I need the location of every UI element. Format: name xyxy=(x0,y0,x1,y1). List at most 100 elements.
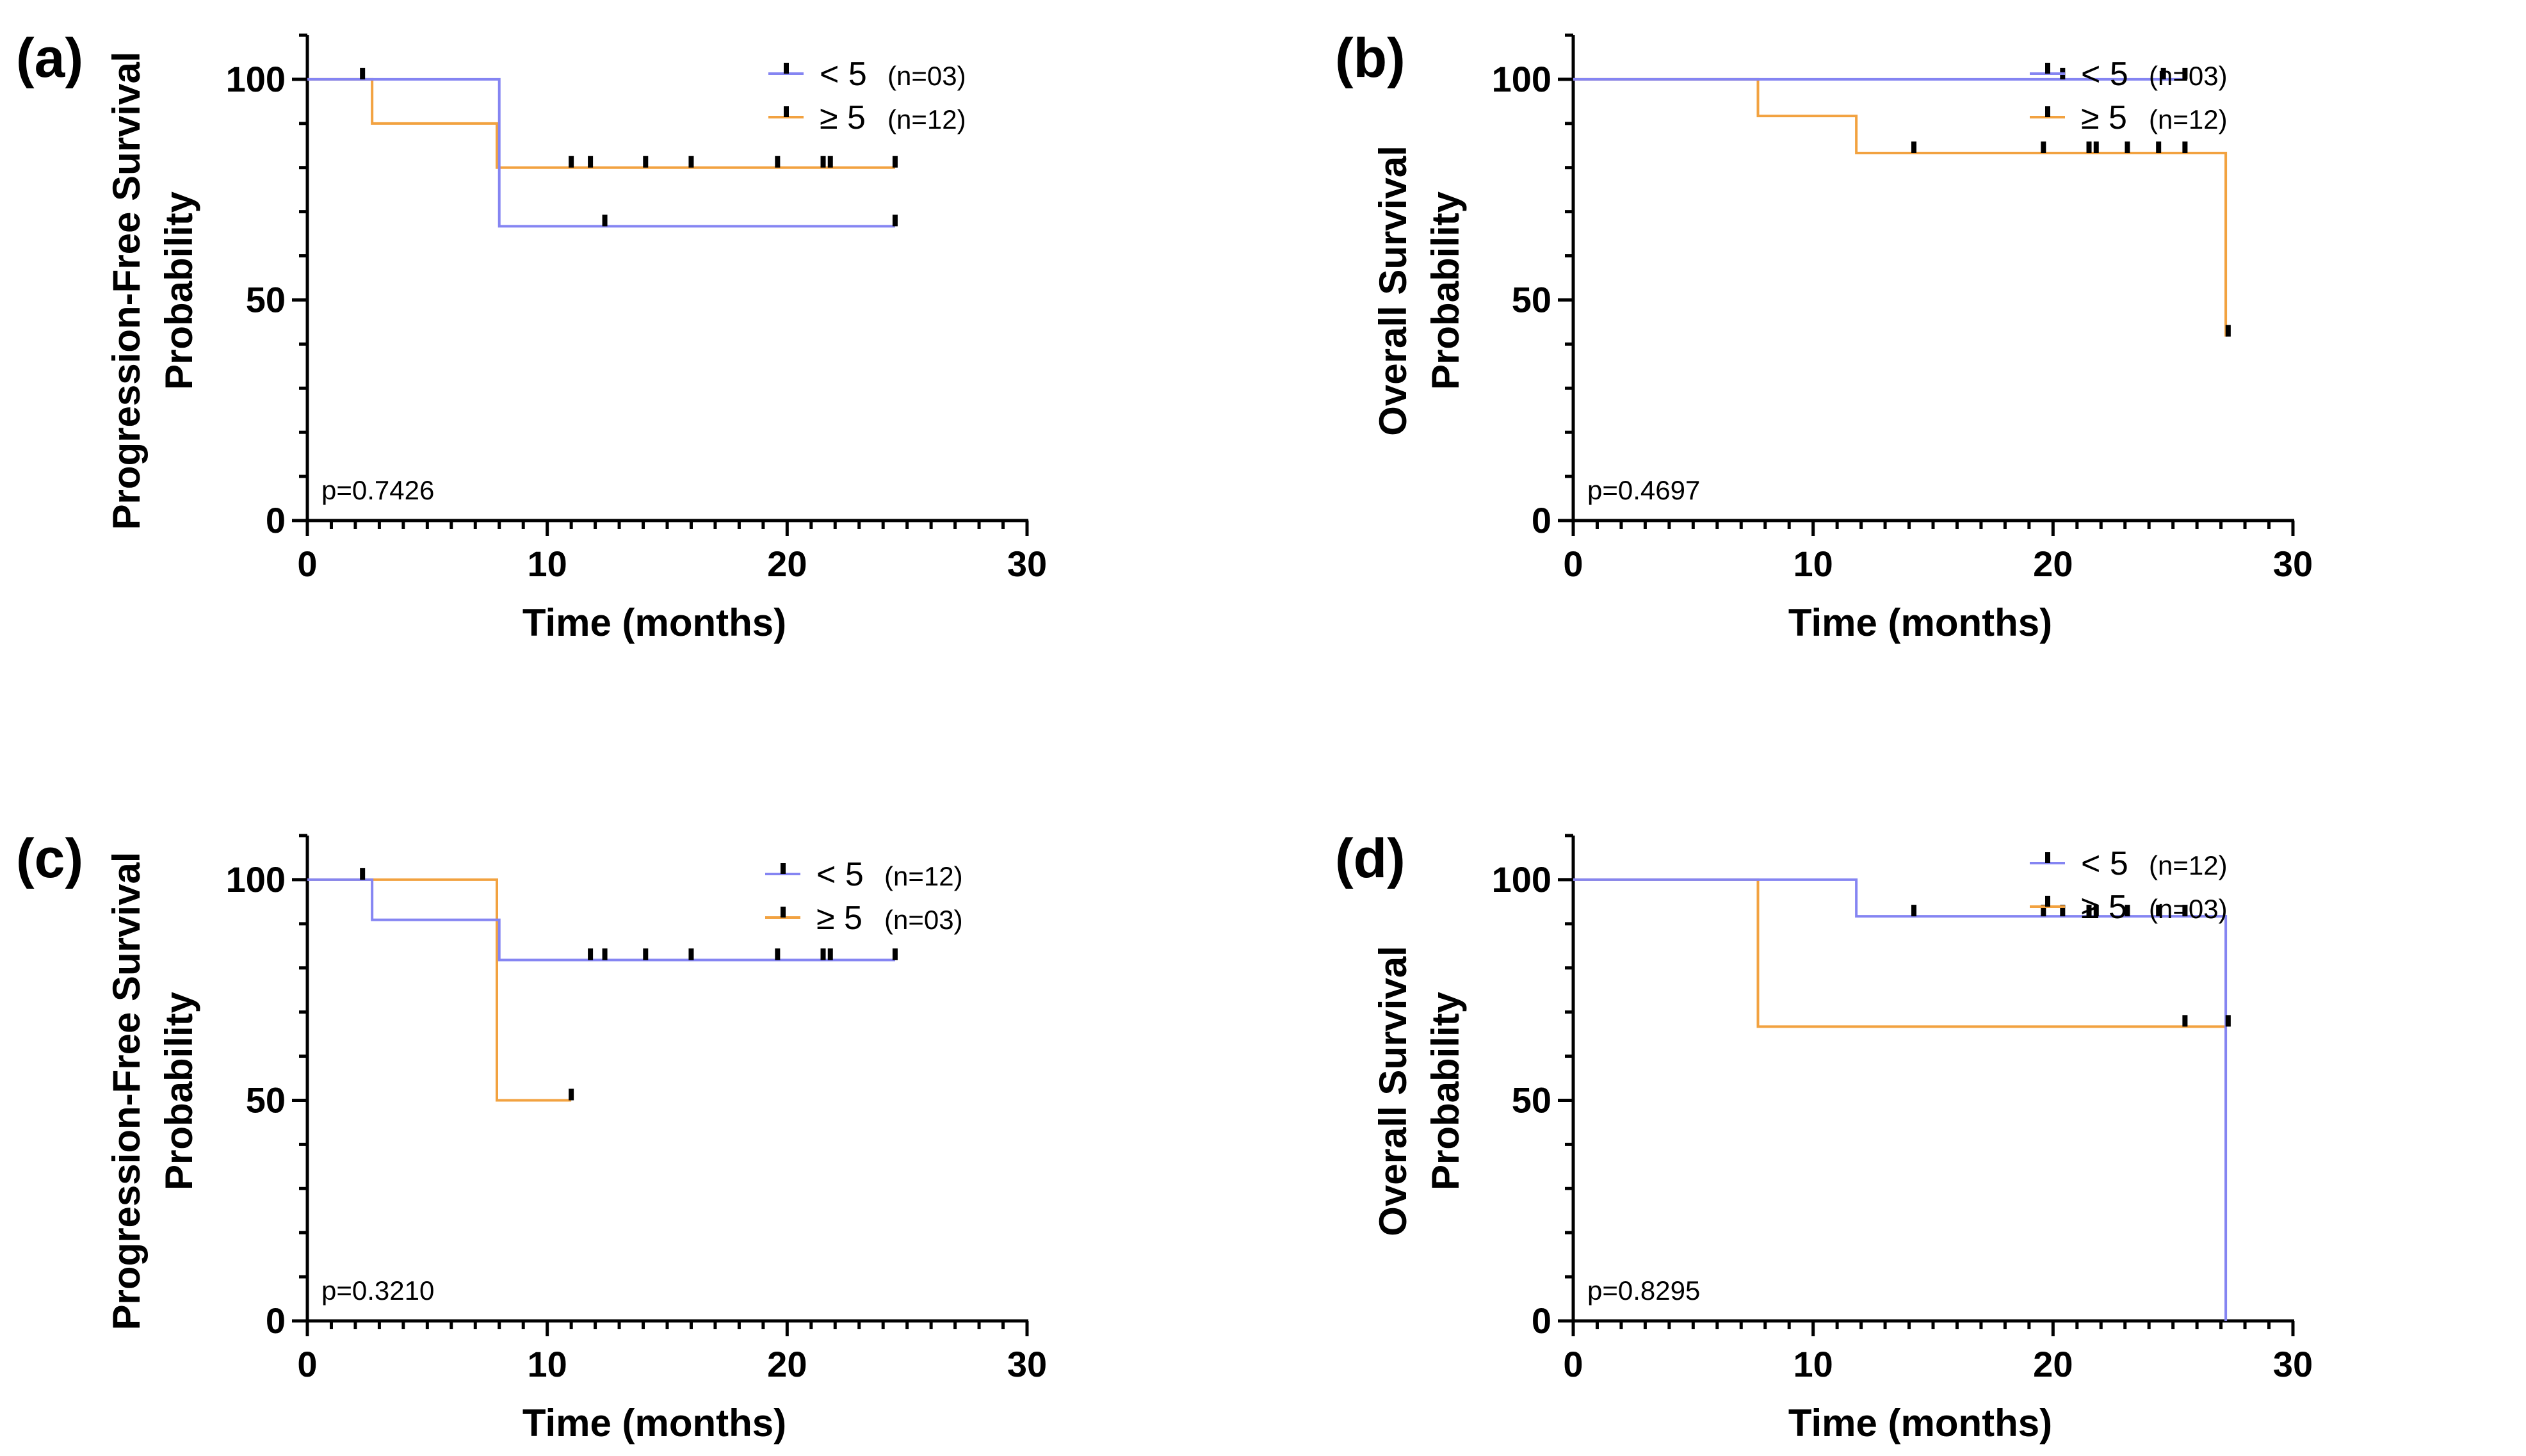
legend-censor-mark xyxy=(781,863,786,874)
y-tick-label: 100 xyxy=(1492,859,1551,900)
y-axis-title-line: Probability xyxy=(158,991,200,1190)
legend-label: < 5 xyxy=(816,856,864,893)
censor-mark xyxy=(2093,905,2099,917)
y-tick-label: 0 xyxy=(266,500,286,540)
censor-mark xyxy=(775,156,781,168)
legend-label: ≥ 5 xyxy=(816,900,862,937)
censor-mark xyxy=(892,214,898,227)
censor-mark xyxy=(2086,141,2092,153)
censor-mark xyxy=(2060,905,2066,917)
legend-label: ≥ 5 xyxy=(820,99,866,136)
y-tick-label: 0 xyxy=(266,1300,286,1341)
censor-mark xyxy=(827,156,833,168)
censor-mark xyxy=(820,948,826,960)
y-axis-title-line: Overall Survival xyxy=(1372,946,1414,1236)
censor-mark xyxy=(2225,1015,2231,1027)
legend-censor-mark xyxy=(784,106,789,117)
censor-mark xyxy=(2125,905,2130,917)
y-tick-label: 100 xyxy=(1492,59,1551,99)
y-tick-label: 100 xyxy=(226,859,286,900)
legend-n-label: (n=12) xyxy=(884,861,963,891)
censor-mark xyxy=(820,156,826,168)
y-tick-label: 0 xyxy=(1532,500,1551,540)
panel-label: (c) xyxy=(16,828,83,889)
x-tick-label: 0 xyxy=(297,544,317,584)
legend-label: < 5 xyxy=(2081,56,2128,93)
km-step-line-ge5 xyxy=(1573,77,2228,337)
censor-mark xyxy=(2093,141,2099,153)
censor-mark xyxy=(2225,325,2231,337)
legend-n-label: (n=03) xyxy=(884,905,963,935)
km-step-line-lt5 xyxy=(307,77,895,228)
x-tick-label: 20 xyxy=(767,1344,807,1384)
x-tick-label: 10 xyxy=(528,1344,567,1384)
x-tick-label: 20 xyxy=(2033,1344,2073,1384)
panel-label: (b) xyxy=(1335,28,1405,89)
x-tick-label: 20 xyxy=(2033,544,2073,584)
legend-n-label: (n=12) xyxy=(2149,104,2228,134)
censor-mark xyxy=(688,156,694,168)
panel-label: (a) xyxy=(16,28,83,89)
legend-n-label: (n=12) xyxy=(2149,850,2228,880)
censor-mark xyxy=(1911,905,1917,917)
km-step-line-lt5 xyxy=(307,878,895,962)
legend-n-label: (n=03) xyxy=(887,61,966,91)
km-step-line-lt5 xyxy=(1573,878,2228,1321)
legend-censor-mark xyxy=(2045,106,2050,117)
censor-mark xyxy=(2156,141,2162,153)
panel-label: (d) xyxy=(1335,828,1405,889)
x-axis-title: Time (months) xyxy=(1788,1402,2052,1444)
x-tick-label: 30 xyxy=(2273,544,2313,584)
censor-mark xyxy=(2086,905,2092,917)
censor-mark xyxy=(892,156,898,168)
censor-mark xyxy=(2041,905,2046,917)
censor-mark xyxy=(2182,905,2188,917)
legend-label: < 5 xyxy=(2081,845,2128,882)
censor-mark xyxy=(827,948,833,960)
censor-mark xyxy=(588,156,594,168)
legend-label: < 5 xyxy=(820,56,867,93)
x-tick-label: 10 xyxy=(528,544,567,584)
censor-mark xyxy=(688,948,694,960)
chart-panel-c: (c) 0 50 100 0 10 20 30 Time (months) Progression… xyxy=(16,828,1047,1444)
legend-label: ≥ 5 xyxy=(2081,889,2127,926)
censor-mark xyxy=(2182,1015,2188,1027)
censor-mark xyxy=(775,948,781,960)
km-step-line-ge5 xyxy=(307,77,895,169)
censor-mark xyxy=(892,948,898,960)
censor-mark xyxy=(2156,905,2162,917)
x-tick-label: 10 xyxy=(1793,544,1833,584)
censor-mark xyxy=(2041,141,2046,153)
censor-mark xyxy=(2182,141,2188,153)
y-axis-title-line: Probability xyxy=(158,191,200,390)
chart-panel-b: (b) 0 50 100 0 10 20 30 Time (months) Overall Sur… xyxy=(1335,28,2313,644)
y-tick-label: 50 xyxy=(246,279,286,320)
legend-n-label: (n=03) xyxy=(2149,894,2228,924)
x-tick-label: 30 xyxy=(2273,1344,2313,1384)
y-axis-title-line: Probability xyxy=(1424,991,1467,1190)
censor-mark xyxy=(602,214,608,227)
y-tick-label: 50 xyxy=(1512,1080,1551,1120)
censor-mark xyxy=(569,156,574,168)
y-axis-title-line: Probability xyxy=(1424,191,1467,390)
censor-mark xyxy=(2182,67,2188,79)
y-tick-label: 50 xyxy=(1512,279,1551,320)
y-axis-title-line: Overall Survival xyxy=(1372,145,1414,436)
censor-mark xyxy=(360,868,366,880)
x-tick-label: 20 xyxy=(767,544,807,584)
legend-censor-mark xyxy=(2045,896,2050,907)
y-tick-label: 0 xyxy=(1532,1300,1551,1341)
censor-mark xyxy=(569,1088,574,1101)
censor-mark xyxy=(360,67,366,79)
p-value: p=0.8295 xyxy=(1587,1275,1700,1306)
legend-label: ≥ 5 xyxy=(2081,99,2127,136)
y-tick-label: 50 xyxy=(246,1080,286,1120)
chart-panel-d: (d) 0 50 100 0 10 20 30 Time (months) Overall Sur… xyxy=(1335,828,2313,1444)
legend-n-label: (n=03) xyxy=(2149,61,2228,91)
x-tick-label: 30 xyxy=(1007,1344,1047,1384)
p-value: p=0.4697 xyxy=(1587,475,1700,505)
y-tick-label: 100 xyxy=(226,59,286,99)
x-tick-label: 0 xyxy=(1563,544,1583,584)
legend-censor-mark xyxy=(2045,63,2050,74)
